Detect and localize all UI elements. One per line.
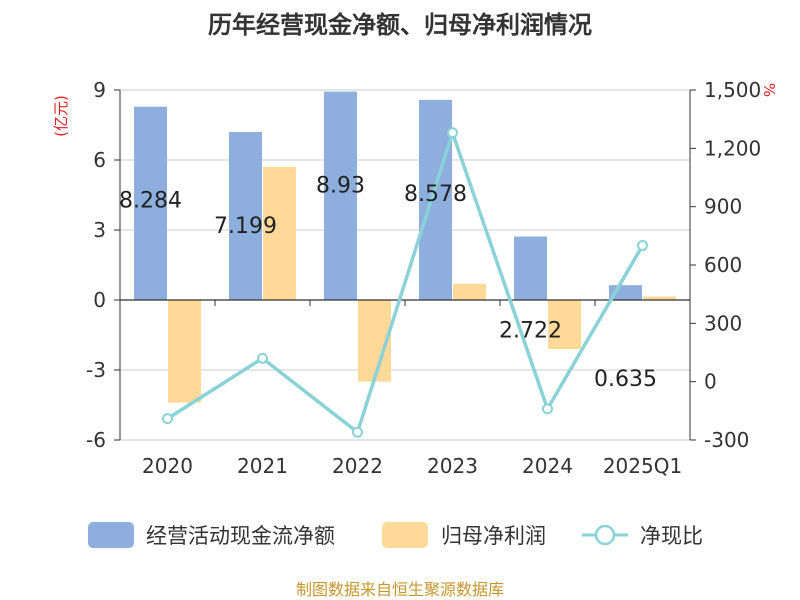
left-axis-tick-label: 6	[93, 148, 106, 172]
right-axis-tick-label: 600	[704, 253, 742, 277]
cash-flow-data-label: 8.578	[404, 182, 467, 207]
cash-flow-data-label: 8.284	[119, 189, 182, 214]
ratio-point	[447, 127, 458, 139]
ratio-point	[162, 413, 173, 425]
ratio-point	[542, 403, 553, 415]
ratio-point	[257, 352, 268, 364]
x-axis-tick-label: 2024	[522, 454, 573, 478]
x-axis-tick-label: 2020	[142, 454, 193, 478]
x-axis-tick-label: 2022	[332, 454, 383, 478]
left-axis-tick-label: 3	[93, 218, 106, 242]
legend-label-cash-flow: 经营活动现金流净额	[146, 524, 335, 548]
left-axis-tick-label: -6	[86, 428, 106, 452]
net-profit-bar	[263, 167, 296, 300]
x-axis-tick-label: 2023	[427, 454, 478, 478]
cash-flow-data-label: 2.722	[499, 318, 562, 343]
cash-flow-data-label: 7.199	[214, 214, 277, 239]
cash-flow-data-label: 0.635	[594, 367, 657, 392]
left-axis-tick-label: 9	[93, 78, 106, 102]
left-axis-tick-label: -3	[86, 358, 106, 382]
legend-marker-ratio	[594, 524, 616, 546]
ratio-point	[637, 240, 648, 252]
right-axis-tick-label: 300	[704, 311, 742, 335]
x-axis-tick-label: 2025Q1	[603, 454, 682, 478]
net-profit-bar	[548, 300, 581, 349]
legend-swatch-cash-flow	[88, 522, 134, 548]
net-profit-bar	[643, 296, 676, 300]
cash-flow-bar	[514, 236, 547, 300]
source-note: 制图数据来自恒生聚源数据库	[296, 580, 504, 599]
right-axis-tick-label: 1,200	[704, 136, 761, 160]
cash-flow-data-label: 8.93	[316, 174, 365, 199]
legend-swatch-net-profit	[382, 522, 428, 548]
chart-title: 历年经营现金净额、归母净利润情况	[208, 11, 592, 39]
net-profit-bar	[453, 283, 486, 300]
ratio-line	[166, 131, 645, 434]
right-axis-tick-label: 1,500	[704, 78, 761, 102]
left-axis-unit: (亿元)	[52, 95, 70, 137]
cash-flow-bar	[324, 91, 357, 300]
ratio-point	[352, 426, 363, 438]
x-axis-tick-label: 2021	[237, 454, 288, 478]
legend-label-net-profit: 归母净利润	[441, 524, 546, 548]
cash-flow-bar	[229, 132, 262, 300]
net-profit-bar	[168, 300, 201, 403]
right-axis-tick-label: -300	[704, 428, 749, 452]
right-axis-unit: %	[760, 83, 778, 97]
left-axis-tick-label: 0	[93, 288, 106, 312]
cash-flow-bar	[134, 106, 167, 300]
right-axis-tick-label: 900	[704, 195, 742, 219]
legend-label-ratio: 净现比	[640, 524, 703, 548]
cash-flow-bar	[419, 99, 452, 300]
right-axis-tick-label: 0	[704, 370, 717, 394]
